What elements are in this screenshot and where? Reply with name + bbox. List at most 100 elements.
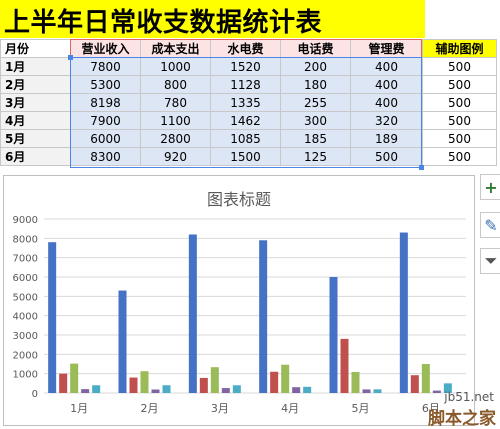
range-handle[interactable]: [419, 165, 424, 170]
x-tick-label: 5月: [352, 402, 370, 415]
column-header-cell[interactable]: 成本支出: [140, 39, 211, 58]
value-cell[interactable]: 300: [280, 111, 351, 130]
bar: [362, 389, 371, 393]
bar: [210, 367, 219, 393]
chart-filters-button[interactable]: ⏷: [480, 248, 500, 274]
value-cell[interactable]: 1100: [140, 111, 211, 130]
y-tick-label: 6000: [13, 273, 38, 284]
month-header-cell[interactable]: 月份: [0, 39, 71, 58]
bar: [281, 364, 290, 393]
column-header-cell[interactable]: 水电费: [210, 39, 281, 58]
value-cell[interactable]: 8300: [70, 147, 141, 166]
bar: [199, 377, 208, 393]
month-cell[interactable]: 6月: [0, 147, 71, 166]
header-row: 月份 营业收入 成本支出 水电费 电话费 管理费 辅助图例: [0, 39, 497, 58]
bar: [59, 373, 68, 393]
column-header-cell[interactable]: 电话费: [280, 39, 351, 58]
bar: [410, 375, 419, 393]
value-cell[interactable]: 1085: [210, 129, 281, 148]
value-cell[interactable]: 255: [280, 93, 351, 112]
value-cell[interactable]: 6000: [70, 129, 141, 148]
range-handle[interactable]: [68, 55, 73, 60]
month-cell[interactable]: 5月: [0, 129, 71, 148]
value-cell[interactable]: 1520: [210, 57, 281, 76]
month-cell[interactable]: 1月: [0, 57, 71, 76]
value-cell[interactable]: 400: [350, 75, 423, 94]
value-cell[interactable]: 2800: [140, 129, 211, 148]
month-cell[interactable]: 4月: [0, 111, 71, 130]
bar: [92, 385, 101, 393]
table-row: 4月 7900 1100 1462 300 320 500: [0, 111, 497, 130]
y-tick-label: 2000: [13, 350, 38, 361]
bar: [151, 389, 160, 393]
chart-title[interactable]: 图表标题: [206, 190, 271, 209]
aux-cell[interactable]: 500: [422, 93, 497, 112]
value-cell[interactable]: 1128: [210, 75, 281, 94]
value-cell[interactable]: 8198: [70, 93, 141, 112]
plus-icon: +: [484, 177, 498, 197]
value-cell[interactable]: 500: [350, 147, 423, 166]
chart-styles-button[interactable]: ✎: [480, 212, 500, 238]
bar: [303, 386, 312, 393]
y-tick-label: 9000: [13, 215, 38, 226]
aux-cell[interactable]: 500: [422, 57, 497, 76]
bar: [270, 371, 279, 393]
value-cell[interactable]: 7800: [70, 57, 141, 76]
watermark-url: jb51.net: [444, 390, 494, 404]
bar: [140, 371, 149, 393]
value-cell[interactable]: 180: [280, 75, 351, 94]
value-cell[interactable]: 800: [140, 75, 211, 94]
value-cell[interactable]: 400: [350, 57, 423, 76]
bar: [70, 363, 79, 393]
value-cell[interactable]: 780: [140, 93, 211, 112]
value-cell[interactable]: 200: [280, 57, 351, 76]
value-cell[interactable]: 1000: [140, 57, 211, 76]
table-row: 5月 6000 2800 1085 185 189 500: [0, 129, 497, 148]
chart-area[interactable]: 图表标题 0 1000 2000 3000 4000 5000 6000 7000 8000 90…: [3, 175, 475, 426]
value-cell[interactable]: 1462: [210, 111, 281, 130]
value-cell[interactable]: 1335: [210, 93, 281, 112]
value-cell[interactable]: 320: [350, 111, 423, 130]
value-cell[interactable]: 189: [350, 129, 423, 148]
month-cell[interactable]: 3月: [0, 93, 71, 112]
x-tick-label: 6月: [422, 402, 440, 415]
column-header-cell[interactable]: 管理费: [350, 39, 423, 58]
aux-cell[interactable]: 500: [422, 111, 497, 130]
value-cell[interactable]: 7900: [70, 111, 141, 130]
data-table: 月份 营业收入 成本支出 水电费 电话费 管理费 辅助图例 1月 7800 1000 1520 200…: [0, 39, 497, 166]
bar: [81, 389, 90, 393]
table-row: 2月 5300 800 1128 180 400 500: [0, 75, 497, 94]
aux-cell[interactable]: 500: [422, 129, 497, 148]
bar: [129, 377, 138, 393]
title-row[interactable]: 上半年日常收支数据统计表: [0, 0, 425, 38]
bar: [232, 385, 241, 393]
bar: [188, 234, 197, 393]
add-chart-element-button[interactable]: +: [480, 174, 500, 200]
aux-cell[interactable]: 500: [422, 147, 497, 166]
month-cell[interactable]: 2月: [0, 75, 71, 94]
watermark-logo: 脚本之家: [428, 409, 496, 429]
bar: [443, 383, 452, 393]
sheet-title: 上半年日常收支数据统计表: [4, 8, 323, 38]
value-cell[interactable]: 920: [140, 147, 211, 166]
value-cell[interactable]: 5300: [70, 75, 141, 94]
y-tick-label: 5000: [13, 292, 38, 303]
bar: [351, 372, 360, 393]
x-tick-label: 1月: [70, 402, 88, 415]
y-tick-label: 0: [32, 389, 38, 400]
aux-cell[interactable]: 500: [422, 75, 497, 94]
value-cell[interactable]: 185: [280, 129, 351, 148]
bar: [292, 387, 301, 393]
bar: [373, 389, 382, 393]
value-cell[interactable]: 125: [280, 147, 351, 166]
aux-header-cell[interactable]: 辅助图例: [422, 39, 497, 58]
chart-plot: 0 1000 2000 3000 4000 5000 6000 7000 8000 9000 1月 2…: [13, 215, 466, 415]
value-cell[interactable]: 1500: [210, 147, 281, 166]
bar: [432, 390, 441, 393]
column-header-cell[interactable]: 营业收入: [70, 39, 141, 58]
bar: [48, 242, 57, 393]
x-tick-label: 4月: [281, 402, 299, 415]
table-row: 6月 8300 920 1500 125 500 500: [0, 147, 497, 166]
bar: [421, 364, 430, 393]
value-cell[interactable]: 400: [350, 93, 423, 112]
